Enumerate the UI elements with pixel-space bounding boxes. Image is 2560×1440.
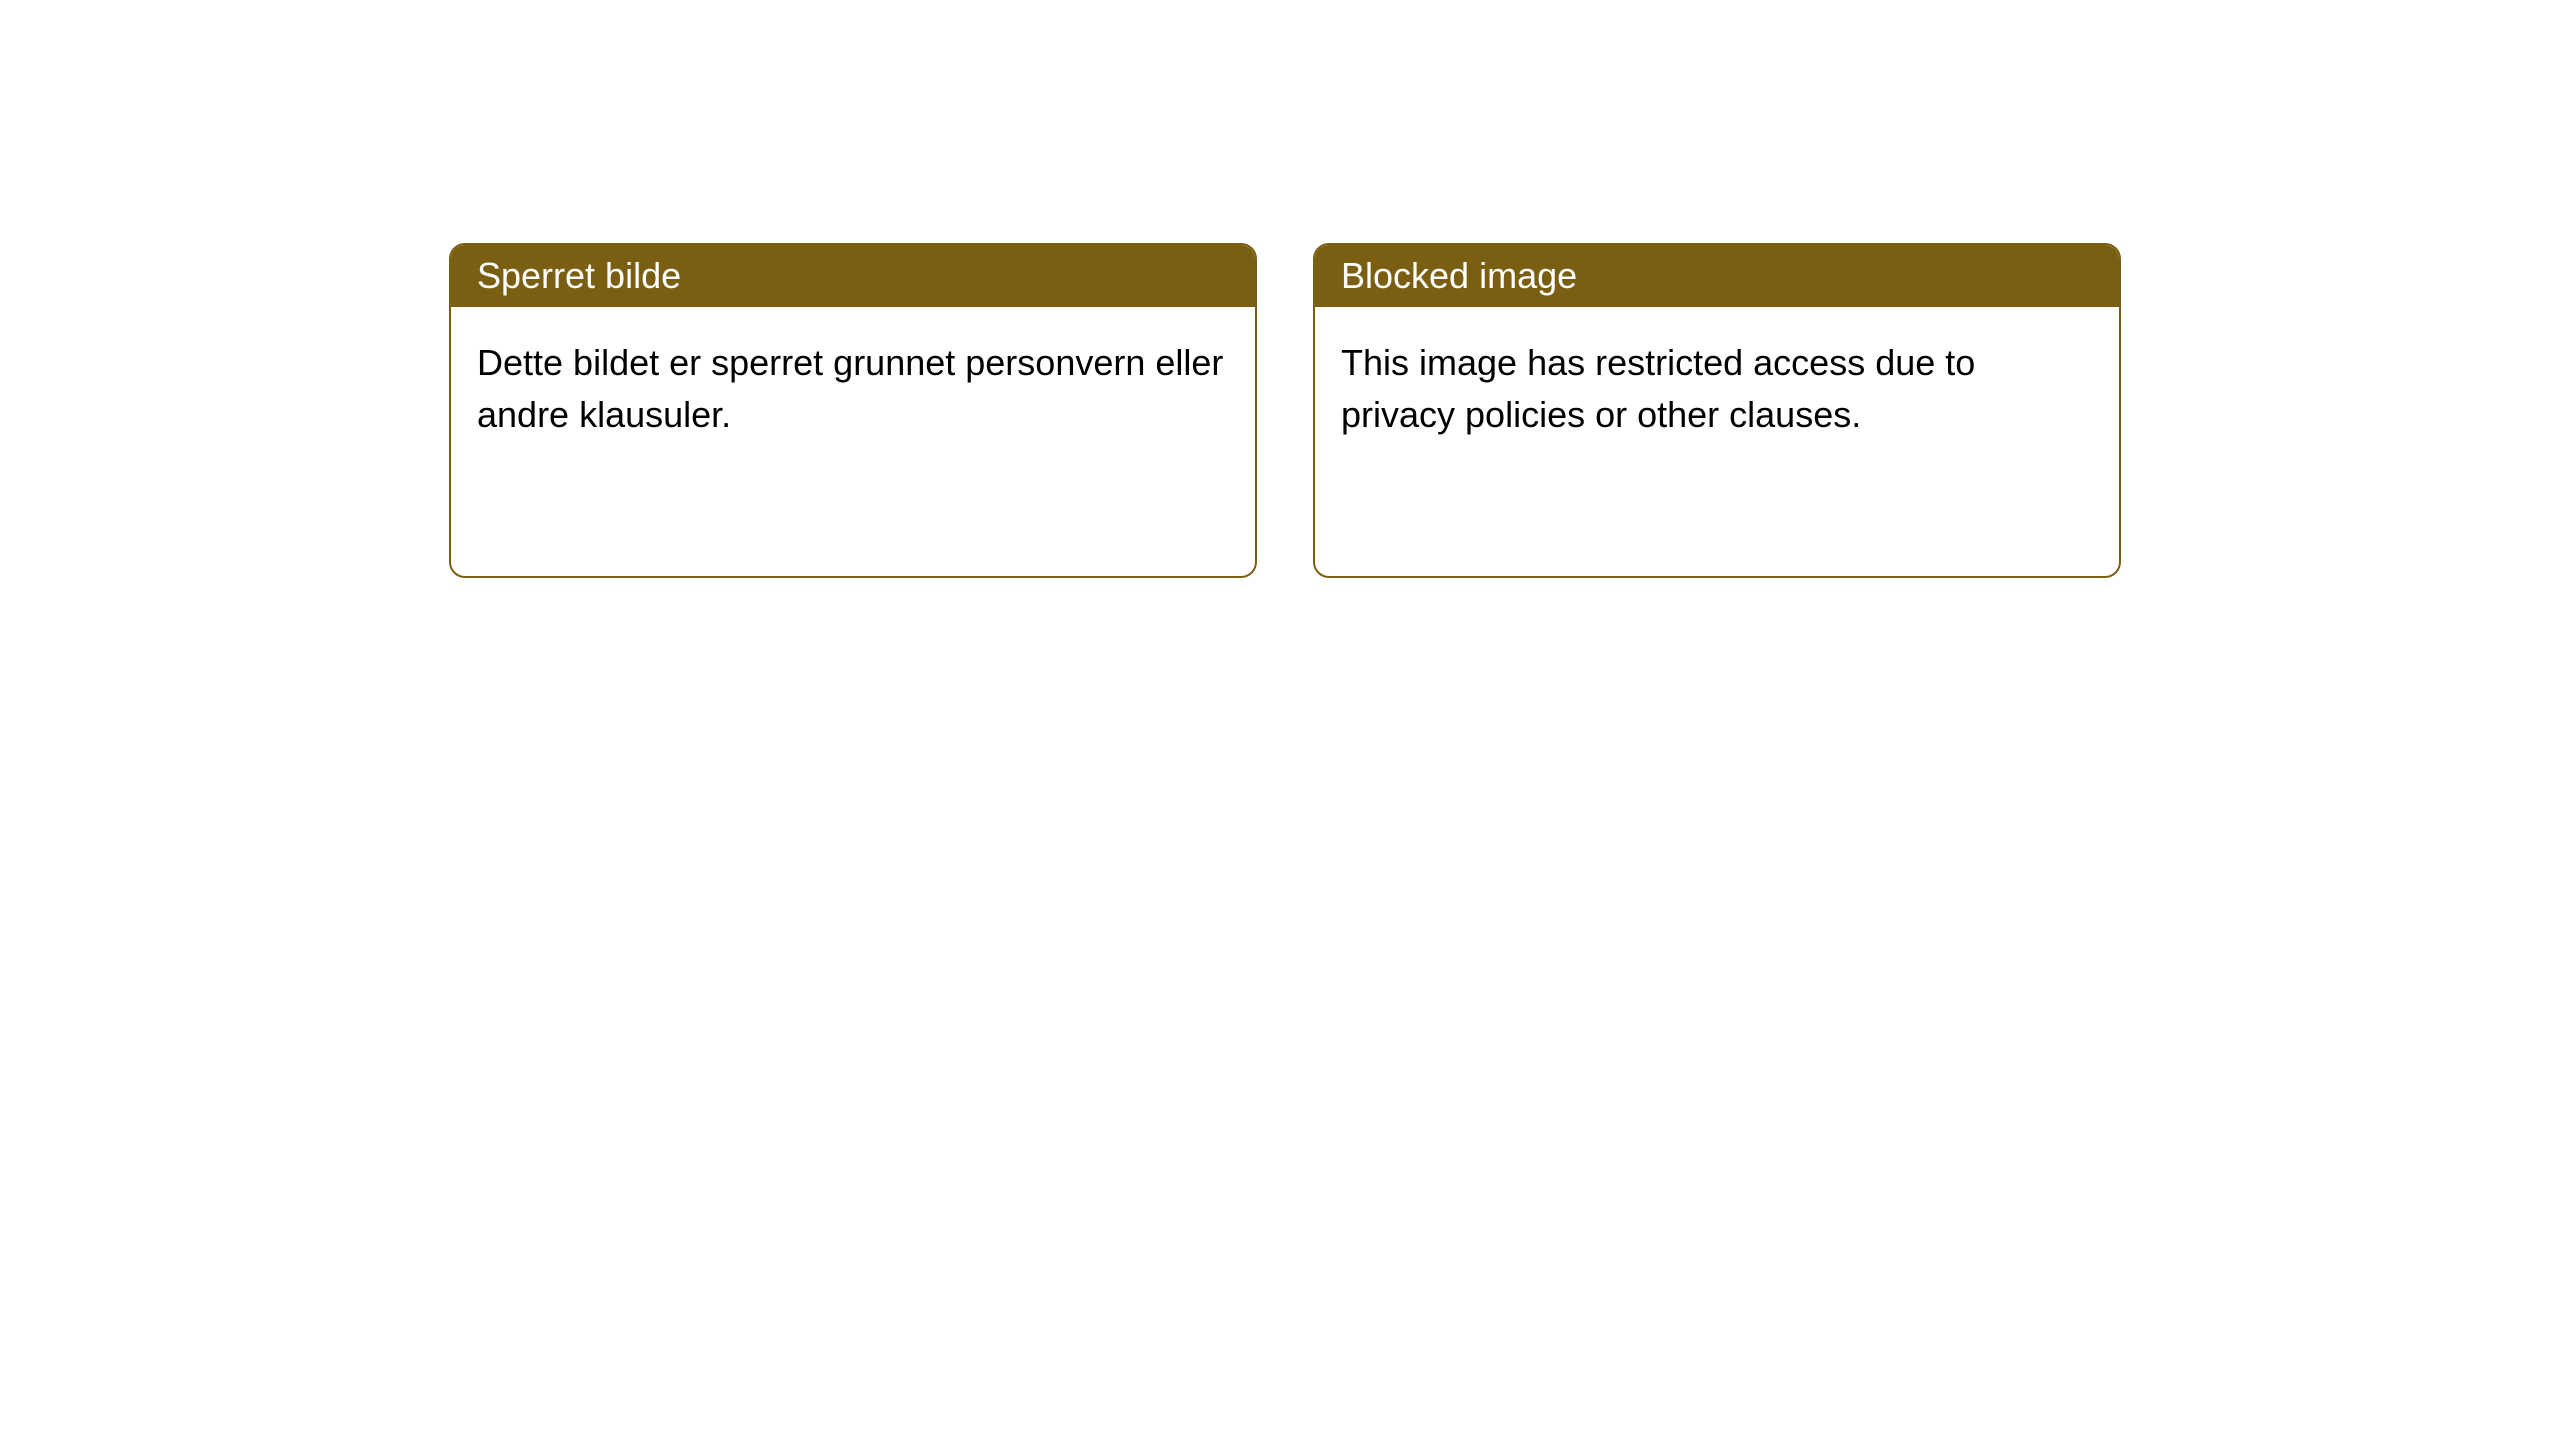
notice-title-english: Blocked image [1315,245,2119,307]
notice-card-english: Blocked image This image has restricted … [1313,243,2121,578]
notice-card-norwegian: Sperret bilde Dette bildet er sperret gr… [449,243,1257,578]
notice-container: Sperret bilde Dette bildet er sperret gr… [0,0,2560,578]
notice-title-norwegian: Sperret bilde [451,245,1255,307]
notice-body-norwegian: Dette bildet er sperret grunnet personve… [451,307,1255,471]
notice-body-english: This image has restricted access due to … [1315,307,2119,471]
